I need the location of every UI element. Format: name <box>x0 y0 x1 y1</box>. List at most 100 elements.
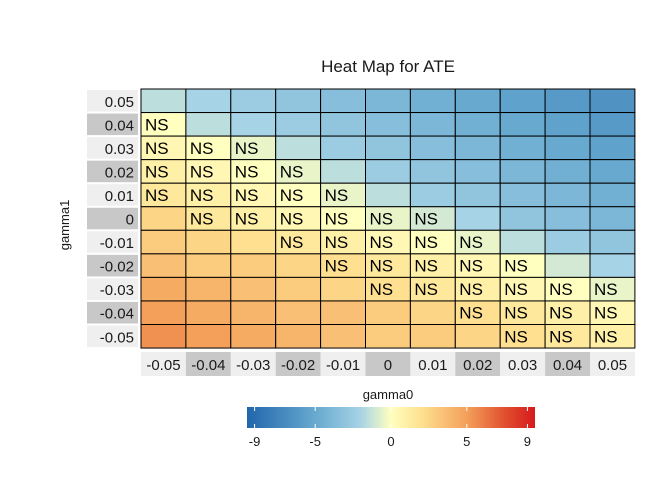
heatmap-cell <box>320 276 367 302</box>
heatmap-cell <box>320 324 367 349</box>
cell-label: NS <box>370 257 394 276</box>
heatmap-cell <box>140 206 187 231</box>
cell-label: NS <box>280 162 304 181</box>
x-tick-label: 0.03 <box>508 357 537 374</box>
heatmap-cell <box>499 206 546 231</box>
heatmap-cell <box>140 324 187 349</box>
x-tick-background <box>230 352 276 376</box>
cell-label: NS <box>504 257 528 276</box>
heatmap-cell <box>499 112 546 137</box>
heatmap-cell <box>454 159 501 184</box>
heatmap-cell <box>230 324 277 349</box>
heatmap-cell <box>365 88 411 114</box>
x-axis-title: gamma0 <box>363 387 414 402</box>
x-tick-background <box>141 352 186 376</box>
heatmap-cell <box>275 253 322 278</box>
heatmap-cell <box>230 253 277 278</box>
cell-label: NS <box>235 162 259 181</box>
cell-label: NS <box>190 186 214 205</box>
x-tick-background <box>320 352 366 376</box>
heatmap-cell <box>365 112 411 137</box>
heatmap-cell <box>185 300 232 326</box>
heatmap-cell <box>454 112 501 137</box>
heatmap-cell <box>140 300 187 326</box>
x-tick-highlight <box>545 352 590 376</box>
cell-label: NS <box>235 186 259 205</box>
cell-label: NS <box>459 233 483 252</box>
heatmap-cell <box>589 324 636 349</box>
heatmap-cell <box>230 112 277 137</box>
cell-label: NS <box>414 233 438 252</box>
heatmap-cell <box>230 300 277 326</box>
x-axis-ticks: -0.05 -0.04 -0.03 -0.02 -0.01 0 0.01 0.02 0.03 0.… <box>141 352 635 376</box>
heatmap-cell <box>320 159 367 184</box>
cell-label: NS <box>504 280 528 299</box>
cell-label: NS <box>549 304 573 323</box>
heatmap-cell <box>185 253 232 278</box>
cell-label: NS <box>414 257 438 276</box>
heatmap-cell <box>365 324 411 349</box>
legend-tick-label: -9 <box>249 434 261 449</box>
heatmap-cell <box>365 300 411 326</box>
cell-label: NS <box>370 280 394 299</box>
x-tick-label: 0.01 <box>418 357 447 374</box>
x-tick-background <box>410 352 456 376</box>
heatmap-cell <box>544 135 591 161</box>
heatmap-cell <box>365 182 411 208</box>
cell-label: NS <box>325 186 349 205</box>
x-tick-label: -0.01 <box>326 357 360 374</box>
cell-label: NS <box>145 115 169 134</box>
y-tick-label: 0 <box>126 212 134 229</box>
heatmap-cell <box>140 229 187 255</box>
heatmap-cell <box>275 88 322 114</box>
y-axis-ticks: 0.05 0.04 0.03 0.02 0.01 0 -0.01 -0.02 -0.03 -0.0… <box>87 90 138 348</box>
heatmap-cell <box>454 135 501 161</box>
heatmap-cell <box>275 112 322 137</box>
x-tick-highlight <box>365 352 411 376</box>
heatmap-cell <box>499 135 546 161</box>
heatmap-cell <box>454 182 501 208</box>
y-tick-background <box>87 90 138 112</box>
y-tick-background <box>87 137 138 159</box>
heatmap-cell <box>499 159 546 184</box>
heatmap-cell <box>544 112 591 137</box>
y-tick-background <box>87 231 138 253</box>
color-legend: -9 -5 0 5 9 <box>247 407 535 449</box>
heatmap-cell <box>589 112 636 137</box>
heatmap-cell <box>185 88 232 114</box>
heatmap-cells: NS NS NS NS NS NS NS NS NS NS NS NS NS NS NS NS NS NS NS NS… <box>140 88 636 349</box>
cell-label: NS <box>594 280 618 299</box>
heatmap-cell <box>409 135 456 161</box>
heatmap-cell <box>544 88 591 114</box>
cell-label: NS <box>145 186 169 205</box>
cell-label: NS <box>504 304 528 323</box>
x-tick-highlight <box>185 352 231 376</box>
heatmap-cell <box>544 206 591 231</box>
cell-label: NS <box>370 210 394 229</box>
x-tick-highlight <box>455 352 501 376</box>
heatmap-cell <box>275 300 322 326</box>
cell-label: NS <box>459 257 483 276</box>
heatmap-cell <box>409 112 456 137</box>
heatmap-cell <box>454 324 501 349</box>
y-tick-highlight <box>87 301 138 324</box>
x-tick-label: -0.03 <box>236 357 270 374</box>
y-tick-label: -0.03 <box>100 282 134 299</box>
heatmap-cell <box>275 276 322 302</box>
heatmap-cell <box>185 229 232 255</box>
chart-title: Heat Map for ATE <box>321 57 455 76</box>
heatmap-cell <box>320 135 367 161</box>
heatmap-cell <box>140 88 187 114</box>
y-tick-label: 0.03 <box>105 141 134 158</box>
y-tick-label: 0.01 <box>105 188 134 205</box>
color-legend-bar <box>247 407 535 428</box>
y-tick-background <box>87 325 138 348</box>
heatmap-cell <box>544 159 591 184</box>
heatmap-cell <box>409 182 456 208</box>
heatmap-cell <box>320 88 367 114</box>
y-tick-label: -0.01 <box>100 235 134 252</box>
cell-label: NS <box>414 280 438 299</box>
heatmap-cell <box>589 206 636 231</box>
y-tick-label: 0.02 <box>105 164 134 181</box>
heatmap-cell <box>454 88 501 114</box>
